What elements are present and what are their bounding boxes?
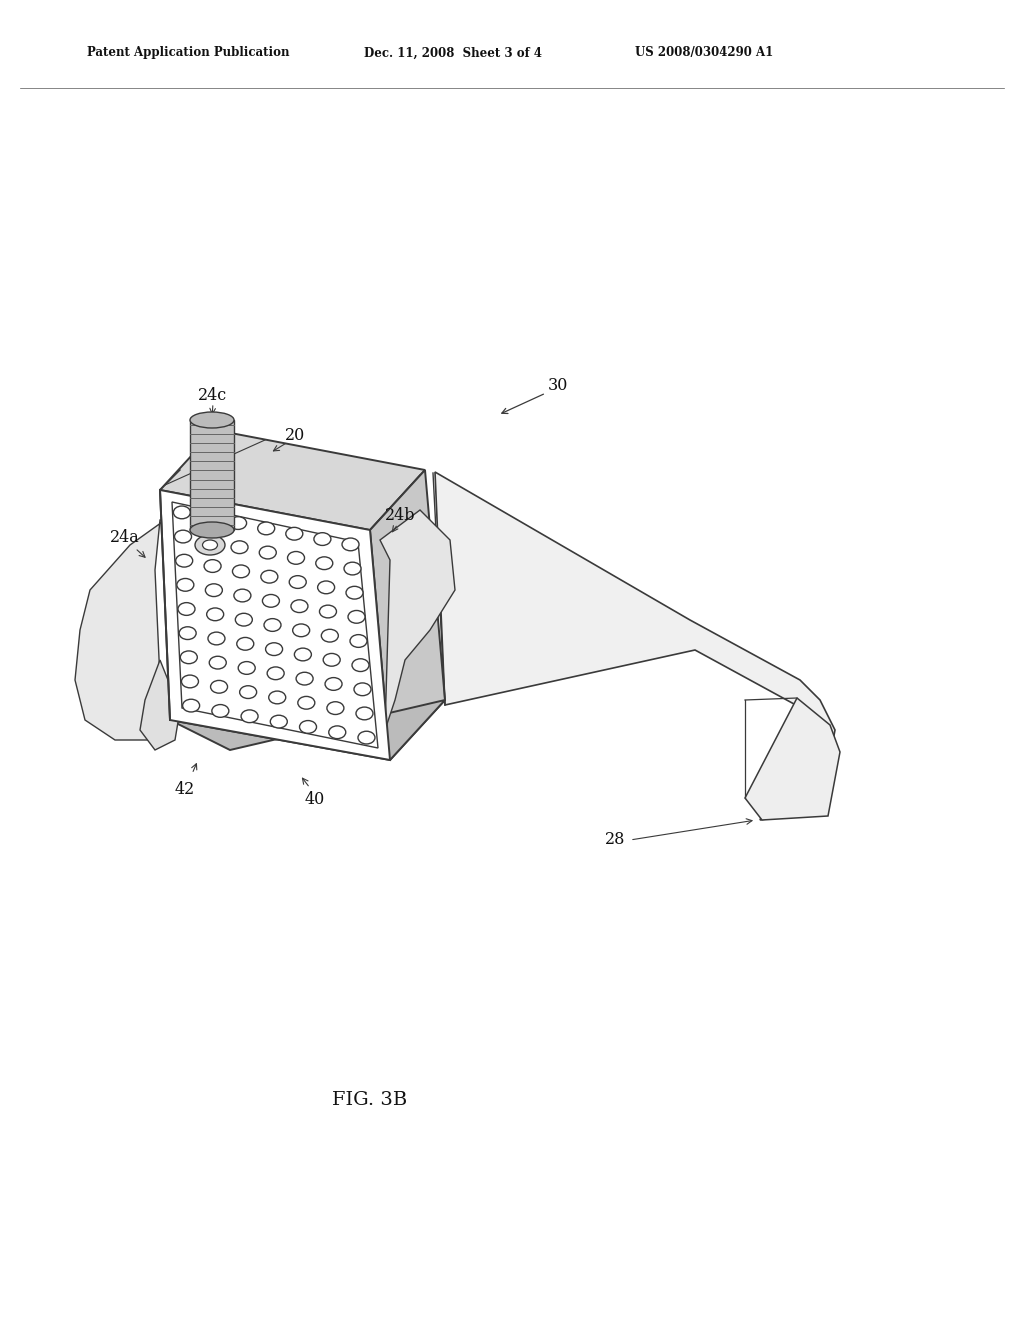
Ellipse shape xyxy=(203,540,217,550)
Text: 42: 42 xyxy=(175,781,196,799)
Text: 24a: 24a xyxy=(111,528,140,545)
Ellipse shape xyxy=(239,661,255,675)
Ellipse shape xyxy=(180,651,198,664)
Polygon shape xyxy=(190,420,234,531)
Ellipse shape xyxy=(232,565,250,578)
Ellipse shape xyxy=(259,546,276,558)
Ellipse shape xyxy=(182,700,200,711)
Ellipse shape xyxy=(209,656,226,669)
Polygon shape xyxy=(160,490,390,760)
Ellipse shape xyxy=(317,581,335,594)
Ellipse shape xyxy=(261,570,278,583)
Text: 40: 40 xyxy=(305,792,326,808)
Text: 24b: 24b xyxy=(385,507,416,524)
Ellipse shape xyxy=(325,677,342,690)
Ellipse shape xyxy=(346,586,364,599)
Ellipse shape xyxy=(173,506,190,519)
Polygon shape xyxy=(380,510,455,730)
Ellipse shape xyxy=(231,541,248,553)
Ellipse shape xyxy=(208,632,225,645)
Text: FIG. 3B: FIG. 3B xyxy=(333,1092,408,1109)
Ellipse shape xyxy=(212,705,228,717)
Ellipse shape xyxy=(300,721,316,734)
Ellipse shape xyxy=(267,667,284,680)
Ellipse shape xyxy=(179,627,197,639)
Ellipse shape xyxy=(358,731,375,744)
Ellipse shape xyxy=(240,686,257,698)
Ellipse shape xyxy=(350,635,367,647)
Polygon shape xyxy=(370,470,445,760)
Polygon shape xyxy=(75,520,165,741)
Ellipse shape xyxy=(236,614,252,626)
Ellipse shape xyxy=(237,638,254,651)
Ellipse shape xyxy=(354,682,371,696)
Ellipse shape xyxy=(322,630,338,642)
Ellipse shape xyxy=(241,710,258,722)
Ellipse shape xyxy=(206,583,222,597)
Ellipse shape xyxy=(324,653,340,667)
Ellipse shape xyxy=(319,605,337,618)
Ellipse shape xyxy=(265,643,283,656)
Ellipse shape xyxy=(286,528,303,540)
Text: 28: 28 xyxy=(605,832,626,849)
Ellipse shape xyxy=(229,516,247,529)
Ellipse shape xyxy=(291,599,308,612)
Ellipse shape xyxy=(211,680,227,693)
Ellipse shape xyxy=(262,594,280,607)
Ellipse shape xyxy=(329,726,346,739)
Polygon shape xyxy=(140,660,180,750)
Text: 20: 20 xyxy=(285,426,305,444)
Ellipse shape xyxy=(288,552,304,564)
Ellipse shape xyxy=(233,589,251,602)
Ellipse shape xyxy=(289,576,306,589)
Polygon shape xyxy=(170,700,445,760)
Ellipse shape xyxy=(268,692,286,704)
Ellipse shape xyxy=(177,578,194,591)
Ellipse shape xyxy=(258,521,274,535)
Text: 24c: 24c xyxy=(199,387,227,404)
Text: Patent Application Publication: Patent Application Publication xyxy=(87,46,290,59)
Ellipse shape xyxy=(344,562,361,576)
Ellipse shape xyxy=(298,697,314,709)
Ellipse shape xyxy=(202,511,218,524)
Ellipse shape xyxy=(190,521,234,539)
Polygon shape xyxy=(160,430,425,531)
Ellipse shape xyxy=(174,531,191,543)
Ellipse shape xyxy=(352,659,369,672)
Ellipse shape xyxy=(176,554,193,568)
Ellipse shape xyxy=(207,609,223,620)
Ellipse shape xyxy=(264,619,281,631)
Text: Dec. 11, 2008  Sheet 3 of 4: Dec. 11, 2008 Sheet 3 of 4 xyxy=(364,46,542,59)
Ellipse shape xyxy=(270,715,288,727)
Ellipse shape xyxy=(314,533,331,545)
Ellipse shape xyxy=(181,675,199,688)
Polygon shape xyxy=(172,502,378,748)
Ellipse shape xyxy=(190,412,234,428)
Ellipse shape xyxy=(195,535,225,554)
Ellipse shape xyxy=(296,672,313,685)
Ellipse shape xyxy=(348,610,365,623)
Ellipse shape xyxy=(293,624,309,636)
Ellipse shape xyxy=(203,536,220,548)
Ellipse shape xyxy=(327,702,344,714)
Text: US 2008/0304290 A1: US 2008/0304290 A1 xyxy=(635,46,773,59)
Ellipse shape xyxy=(294,648,311,661)
Ellipse shape xyxy=(342,539,359,550)
Ellipse shape xyxy=(315,557,333,570)
Ellipse shape xyxy=(356,708,373,719)
Polygon shape xyxy=(745,698,840,820)
Ellipse shape xyxy=(204,560,221,573)
Text: 30: 30 xyxy=(548,376,568,393)
Ellipse shape xyxy=(178,603,195,615)
Polygon shape xyxy=(435,473,835,820)
